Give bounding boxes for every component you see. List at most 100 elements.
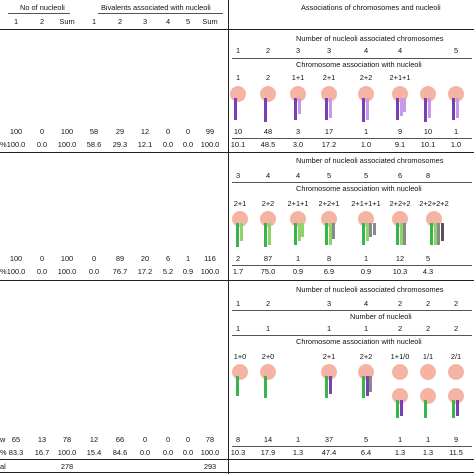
chromosome-icon (264, 223, 267, 247)
s1-pct-biv: 0.0 (182, 140, 194, 149)
s1-n-assoc: 3 (295, 127, 301, 136)
s2-assoc-num: 6 (397, 171, 403, 180)
s3-pct-assoc: 11.5 (449, 448, 463, 457)
s1-n-biv: 29 (115, 127, 125, 136)
chromosome-icon (264, 376, 267, 398)
chromosome-icon (399, 400, 403, 416)
chromosome-icon (396, 98, 399, 120)
s1-pct-assoc: 1.0 (450, 140, 462, 149)
s3-combo: 2/1 (450, 352, 462, 361)
s3-n-assoc: 1 (397, 435, 403, 444)
s1-n-assoc: 10 (233, 127, 243, 136)
header-underline-nucleoli (8, 13, 70, 14)
chromosome-icon (239, 223, 243, 241)
s2-pct-assoc: 1.7 (232, 267, 244, 276)
chromosome-icon (372, 223, 376, 235)
chromosome-icon (328, 223, 332, 245)
s2-pct-biv: 0.0 (88, 267, 100, 276)
chromosome-icon (424, 98, 427, 122)
s3-combo: 1+1/0 (390, 352, 410, 361)
s2-n-biv: 89 (115, 254, 125, 263)
s2-n-assoc: 1 (363, 254, 369, 263)
chromosome-icon (294, 98, 297, 120)
chromosome-icon (455, 400, 459, 416)
s2-n-assoc: 5 (425, 254, 431, 263)
s1-pct-left: 0.0 (36, 140, 48, 149)
s3-nucleoli-num: 2 (425, 324, 431, 333)
s2-pct-biv: 76.7 (112, 267, 128, 276)
chromosome-icon (325, 376, 328, 398)
s1-pct-biv: 0.0 (162, 140, 174, 149)
s2-pct-assoc: 0.9 (292, 267, 304, 276)
s1-n-assoc: 48 (263, 127, 273, 136)
totals-left-sum: 278 (60, 462, 74, 471)
s1-pct-left: 100.0 (6, 140, 26, 149)
s3-chrom-assoc-title: Chromosome association with nucleoli (296, 337, 422, 346)
s3-pct-assoc: 1.3 (394, 448, 406, 457)
s1-chrom-assoc-title: Chromosome association with nucleoli (296, 60, 422, 69)
s1-n-assoc: 1 (453, 127, 459, 136)
chromosome-icon (399, 98, 403, 116)
chromosome-icon (430, 223, 433, 245)
chromosome-icon (267, 223, 271, 245)
s1-n-biv: 99 (205, 127, 215, 136)
s3-pct-assoc: 10.3 (230, 448, 246, 457)
s3-n-biv: 12 (89, 435, 99, 444)
s1-pct-biv: 12.1 (137, 140, 153, 149)
s2-assoc-num: 8 (425, 171, 431, 180)
s2-pct-assoc: 6.9 (323, 267, 335, 276)
s3-n-assoc: 14 (263, 435, 273, 444)
nucleolus-icon (260, 364, 276, 380)
s2-n-assoc: 1 (295, 254, 301, 263)
s3-pct-biv: 0.0 (162, 448, 174, 457)
s1-row-rule (232, 138, 472, 139)
s3-assoc-num: 4 (363, 299, 369, 308)
s3-assoc-num: 3 (326, 299, 332, 308)
s1-assoc-title: Number of nucleoli associated chromosome… (296, 34, 444, 43)
s1-assoc-num: 4 (397, 46, 403, 55)
s3-assoc-num: 2 (453, 299, 459, 308)
chromosome-icon (325, 98, 328, 120)
s2-combo: 2+2 (261, 199, 275, 208)
s3-pct-biv: 0.0 (182, 448, 194, 457)
header-rule (0, 29, 474, 30)
totals-prefix: al (0, 462, 6, 471)
s3-assoc-num: 2 (397, 299, 403, 308)
s2-pct-left: 100.0 (6, 267, 26, 276)
col-biv-1: 1 (91, 17, 97, 26)
chromosome-icon (437, 223, 440, 245)
s2-n-assoc: 12 (395, 254, 405, 263)
chromosome-icon (325, 223, 328, 245)
totals-biv-sum: 293 (203, 462, 217, 471)
s1-pct-assoc: 10.1 (420, 140, 436, 149)
s3-n-biv: 66 (115, 435, 125, 444)
s1-n-left: 100 (9, 127, 23, 136)
s3-underline-2 (232, 335, 472, 336)
s3-n-assoc: 37 (324, 435, 334, 444)
s3-nucleoli-num: 1 (235, 324, 241, 333)
s3-n-biv: 78 (205, 435, 215, 444)
s3-underline-1 (232, 310, 472, 311)
s1-assoc-num: 5 (453, 46, 459, 55)
s3-nucleoli-num: 2 (453, 324, 459, 333)
s2-combo: 2+1+1+1 (351, 199, 381, 208)
s2-underline (232, 182, 472, 183)
s1-pct-biv: 58.6 (86, 140, 102, 149)
s2-pct-assoc: 4.3 (422, 267, 434, 276)
s1-assoc-num: 2 (265, 46, 271, 55)
s2-chrom-assoc-title: Chromosome association with nucleoli (296, 184, 422, 193)
s3-combo: 2+0 (261, 352, 275, 361)
s2-combo: 2+1 (233, 199, 247, 208)
col-nucleoli-1: 1 (13, 17, 19, 26)
s2-assoc-title: Number of nucleoli associated chromosome… (296, 156, 444, 165)
s1-n-assoc: 10 (423, 127, 433, 136)
s2-n-biv: 6 (165, 254, 171, 263)
s1-pct-assoc: 17.2 (321, 140, 337, 149)
nucleolus-icon (232, 364, 248, 380)
s3-n-assoc: 8 (235, 435, 241, 444)
chromosome-icon (365, 98, 369, 120)
s2-pct-assoc: 10.3 (392, 267, 408, 276)
s3-assoc-num: 1 (235, 299, 241, 308)
chromosome-icon (236, 376, 239, 396)
s3-pct-left: 83.3 (8, 448, 24, 457)
